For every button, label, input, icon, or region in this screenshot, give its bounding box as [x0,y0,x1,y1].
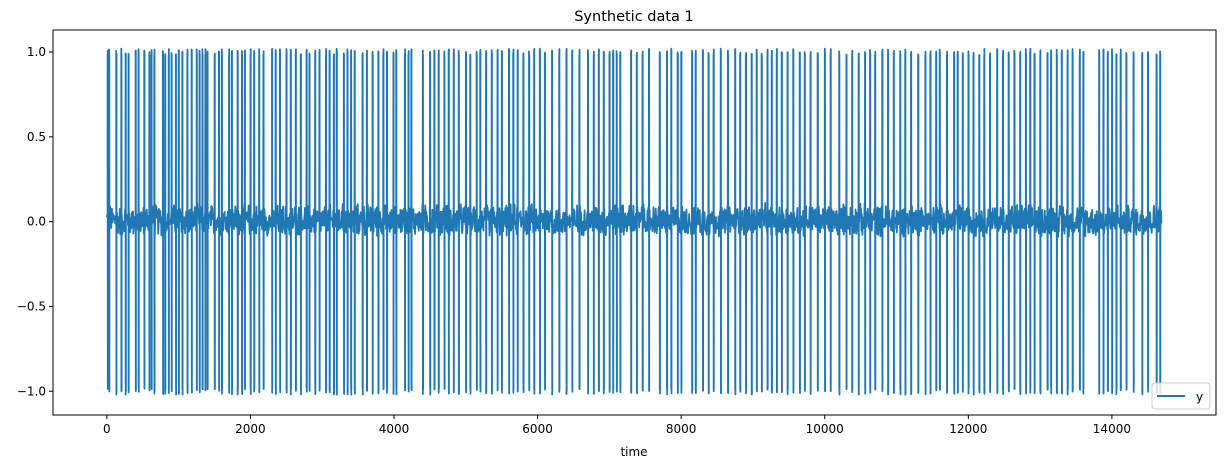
y-axis: 1.0 0.5 0.0 −0.5 −1.0 [17,45,53,398]
x-tick-label: 10000 [806,422,844,436]
x-axis: 0 2000 4000 6000 8000 10000 12000 14000 [103,415,1131,436]
x-tick-label: 0 [103,422,111,436]
x-tick-label: 14000 [1093,422,1131,436]
plot-area [105,47,1163,396]
chart-title: Synthetic data 1 [574,9,694,25]
x-tick-label: 8000 [666,422,697,436]
x-axis-label: time [620,445,647,459]
y-tick-label: 1.0 [27,45,46,59]
legend: y [1151,382,1211,410]
axes-frame [52,29,1217,416]
y-tick-label: −0.5 [17,299,46,313]
x-tick-label: 2000 [235,422,266,436]
series-line-y [105,47,1163,396]
y-tick-label: 0.5 [27,130,46,144]
y-tick-label: 0.0 [27,215,46,229]
x-tick-label: 6000 [522,422,553,436]
x-tick-label: 4000 [379,422,410,436]
legend-label-y: y [1196,390,1203,404]
x-tick-label: 12000 [949,422,987,436]
y-tick-label: −1.0 [17,384,46,398]
